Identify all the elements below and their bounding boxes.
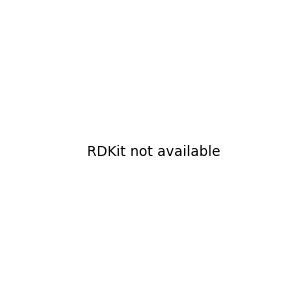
Text: RDKit not available: RDKit not available <box>87 145 220 158</box>
